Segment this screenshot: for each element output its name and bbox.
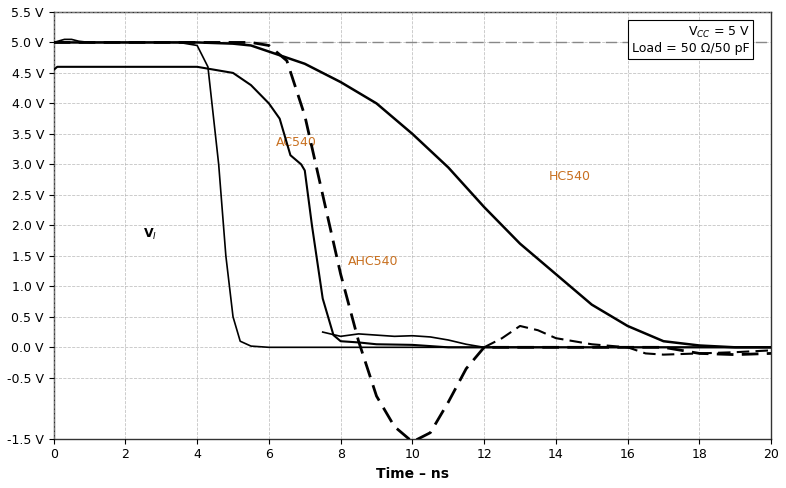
Text: AC540: AC540 [276, 136, 317, 149]
Text: V$_{CC}$ = 5 V
Load = 50 Ω/50 pF: V$_{CC}$ = 5 V Load = 50 Ω/50 pF [632, 25, 750, 55]
Text: V$_{I}$: V$_{I}$ [143, 226, 157, 242]
X-axis label: Time – ns: Time – ns [376, 467, 449, 481]
Text: AHC540: AHC540 [348, 255, 399, 268]
Text: HC540: HC540 [549, 170, 591, 183]
